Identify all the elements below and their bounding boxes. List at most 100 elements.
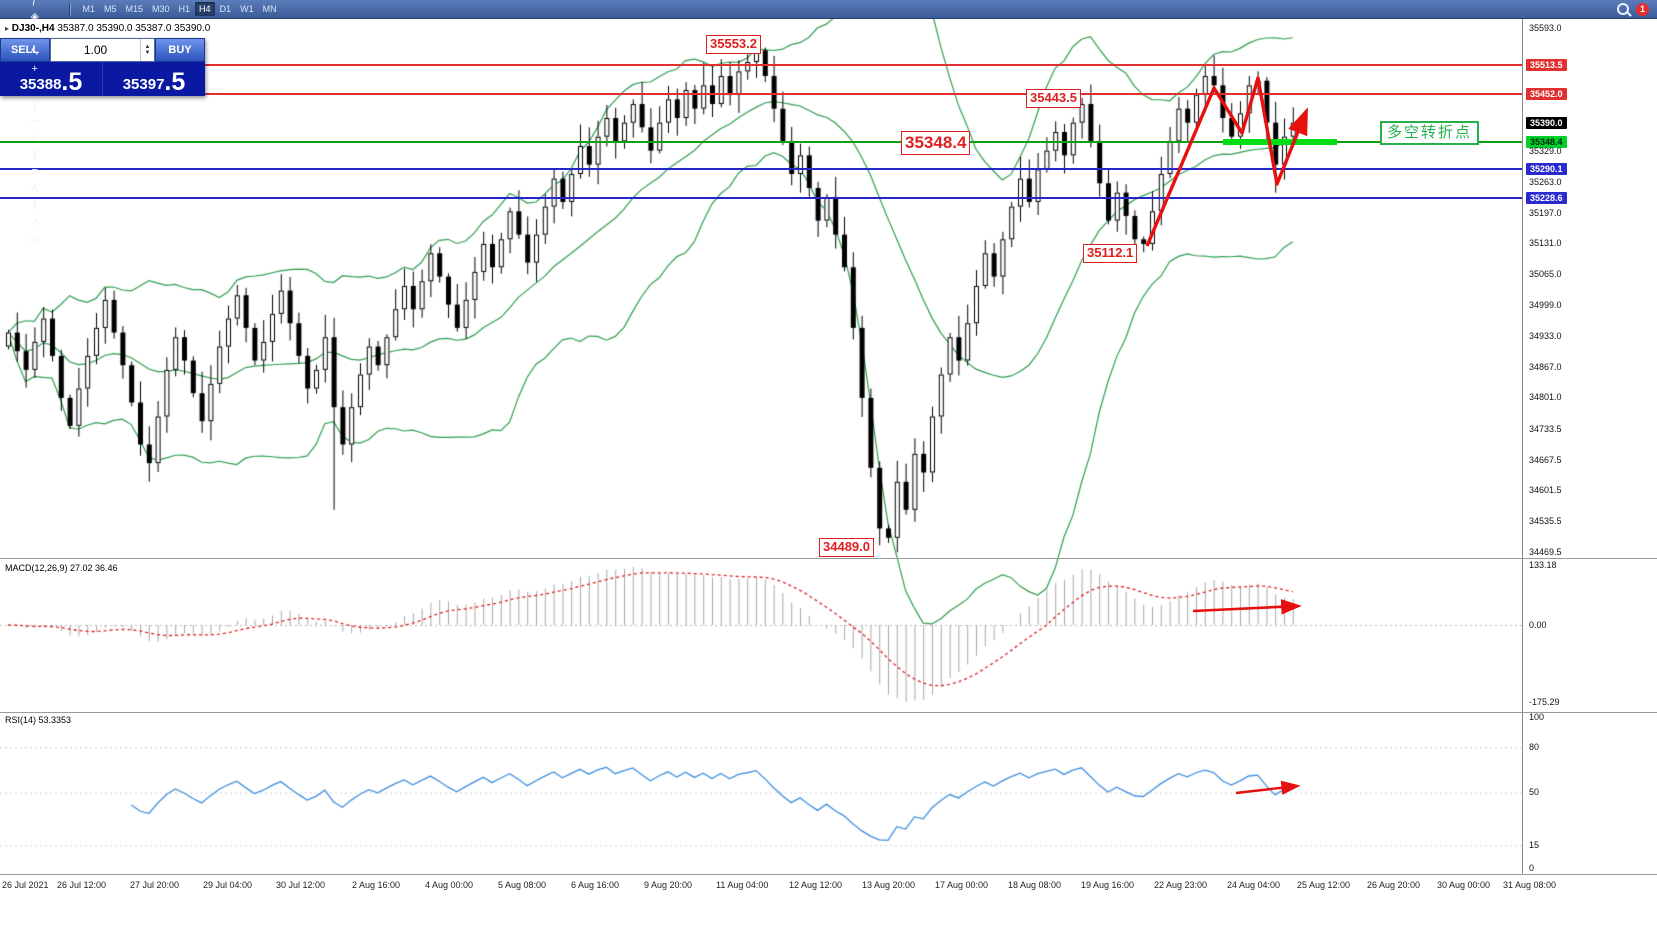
tf-m5-button[interactable]: M5 — [103, 4, 117, 14]
trendline-button[interactable]: ∕ — [4, 130, 65, 147]
text-button[interactable]: A — [4, 181, 65, 198]
fibonacci-button[interactable]: ≡ — [4, 164, 65, 181]
tf-d1-button[interactable]: D1 — [219, 4, 232, 14]
price-tick: 35131.0 — [1529, 238, 1562, 249]
time-label: 25 Aug 12:00 — [1297, 880, 1351, 890]
pane-separator-timeaxis — [0, 874, 1657, 875]
text-label-icon: T — [31, 200, 39, 212]
time-label: 19 Aug 16:00 — [1081, 880, 1135, 890]
time-label: 26 Aug 20:00 — [1367, 880, 1421, 890]
indicator-tick: 15 — [1529, 840, 1540, 850]
price-axis[interactable]: 35593.0 35513.5 35452.0 35390.0 35348.4 35329… — [1522, 19, 1657, 875]
hline-pivot-green[interactable] — [0, 141, 1522, 144]
hline-support-lower[interactable] — [0, 196, 1522, 199]
indicators-button[interactable]: ƒ — [4, 0, 65, 9]
cursor-button[interactable]: ↖ — [4, 44, 65, 61]
indicator-tick: 100 — [1529, 712, 1545, 722]
hline-resistance-lower[interactable] — [0, 92, 1522, 95]
volume-value[interactable]: 1.00 — [83, 43, 108, 57]
price-tick: 34999.0 — [1529, 300, 1562, 311]
vertical-line-icon: | — [33, 98, 37, 110]
shapes-button[interactable]: ◇ — [4, 232, 65, 249]
buy-price-display: 35397 .5 — [103, 62, 205, 96]
highlight-segment[interactable] — [1223, 139, 1337, 146]
main-toolbar: ▣新订单▤◧◷▶自动交易▋▯∿⊕⊖▦ƒ◈↖+|—∕∥≡AT↗◇ M1M5M15M… — [0, 0, 1657, 246]
time-label: 13 Aug 20:00 — [862, 880, 916, 890]
rsi-label: RSI(14) 53.3353 — [5, 715, 72, 725]
sell-price-pips: .5 — [61, 67, 83, 96]
price-annotation[interactable]: 35348.4 — [901, 131, 971, 156]
equidistant-channel-button[interactable]: ∥ — [4, 147, 65, 164]
text-icon: A — [31, 183, 39, 195]
symbol-marker-icon: ▸ — [5, 24, 10, 33]
time-label: 12 Aug 12:00 — [789, 880, 843, 890]
time-label: 11 Aug 04:00 — [716, 880, 769, 890]
tf-h1-button[interactable]: H1 — [178, 4, 191, 14]
time-label: 17 Aug 00:00 — [935, 880, 989, 890]
tf-h4-button[interactable]: H4 — [195, 2, 215, 16]
chart-quote-line: ▸ DJ30-,H4 35387.0 35390.0 35387.0 35390… — [5, 23, 210, 34]
indicator-tick: 80 — [1529, 742, 1540, 752]
buy-button[interactable]: BUY — [155, 38, 205, 62]
shapes-icon: ◇ — [30, 234, 39, 246]
time-label: 6 Aug 16:00 — [571, 880, 620, 890]
toolbar-separator — [69, 2, 71, 16]
volume-down-button[interactable]: ▼ — [144, 50, 151, 56]
tf-w1-button[interactable]: W1 — [240, 4, 254, 14]
price-annotation[interactable]: 35553.2 — [706, 35, 761, 54]
time-label: 30 Aug 00:00 — [1437, 880, 1491, 890]
notification-badge[interactable]: 1 — [1636, 2, 1649, 16]
price-annotation[interactable]: 34489.0 — [819, 538, 874, 557]
crosshair-icon: + — [31, 63, 38, 75]
price-badge-green: 35348.4 — [1526, 136, 1567, 149]
price-tick: 35197.0 — [1529, 207, 1562, 218]
time-label: 26 Jul 2021 — [2, 880, 49, 890]
annotation-turning-point[interactable]: 多空转折点 — [1380, 121, 1480, 146]
price-tick: 35329.0 — [1529, 146, 1562, 157]
time-label: 31 Aug 08:00 — [1503, 880, 1557, 890]
horizontal-line-button[interactable]: — — [4, 113, 65, 130]
vertical-line-button[interactable]: | — [4, 96, 65, 113]
text-label-button[interactable]: T — [4, 198, 65, 215]
tf-m1-button[interactable]: M1 — [82, 4, 95, 14]
time-label: 22 Aug 23:00 — [1154, 880, 1208, 890]
time-axis[interactable]: 26 Jul 2021 26 Jul 12:00 27 Jul 20:00 29 Ju… — [0, 875, 1657, 897]
symbol-label: DJ30-,H4 — [11, 23, 55, 34]
objects-list-button[interactable]: ◈ — [4, 9, 65, 26]
indicators-icon: ƒ — [31, 0, 38, 6]
search-icon[interactable] — [1617, 3, 1629, 15]
crosshair-button[interactable]: + — [4, 61, 65, 78]
indicator-tick: 50 — [1529, 787, 1540, 797]
indicator-tick: -175.29 — [1529, 697, 1560, 707]
volume-up-button[interactable]: ▲ — [144, 44, 151, 50]
tf-m30-button[interactable]: M30 — [152, 4, 170, 14]
cursor-icon: ↖ — [30, 46, 40, 58]
price-annotation[interactable]: 35112.1 — [1083, 244, 1138, 263]
sell-button[interactable]: SELL — [0, 38, 50, 62]
arrow-object-button[interactable]: ↗ — [4, 215, 65, 232]
time-label: 24 Aug 04:00 — [1227, 880, 1281, 890]
price-tick: 35593.0 — [1529, 23, 1562, 33]
time-label: 9 Aug 20:00 — [644, 880, 693, 890]
price-tick: 34601.5 — [1529, 485, 1562, 496]
chart-canvas[interactable] — [0, 0, 1522, 875]
tf-mn-button[interactable]: MN — [262, 4, 277, 14]
price-tick: 34535.5 — [1529, 516, 1562, 527]
price-badge-red: 35513.5 — [1526, 59, 1567, 72]
pane-separator-rsi[interactable] — [0, 712, 1657, 713]
volume-field[interactable]: 1.00 ▲ ▼ — [50, 38, 155, 62]
indicator-tick: 0.00 — [1529, 620, 1547, 630]
time-label: 5 Aug 08:00 — [498, 880, 547, 890]
tf-m15-button[interactable]: M15 — [125, 4, 144, 14]
pane-separator-macd[interactable] — [0, 558, 1657, 559]
fibonacci-icon: ≡ — [31, 166, 38, 178]
time-label: 26 Jul 12:00 — [57, 880, 107, 890]
hline-resistance-upper[interactable] — [0, 64, 1522, 67]
macd-label: MACD(12,26,9) 27.02 36.46 — [5, 563, 118, 573]
hline-support-upper[interactable] — [0, 168, 1522, 171]
time-label: 30 Jul 12:00 — [276, 880, 326, 890]
trendline-icon: ∕ — [33, 132, 36, 144]
horizontal-line-icon: — — [29, 115, 41, 127]
indicator-tick: 133.18 — [1529, 560, 1557, 570]
price-annotation[interactable]: 35443.5 — [1026, 89, 1081, 108]
